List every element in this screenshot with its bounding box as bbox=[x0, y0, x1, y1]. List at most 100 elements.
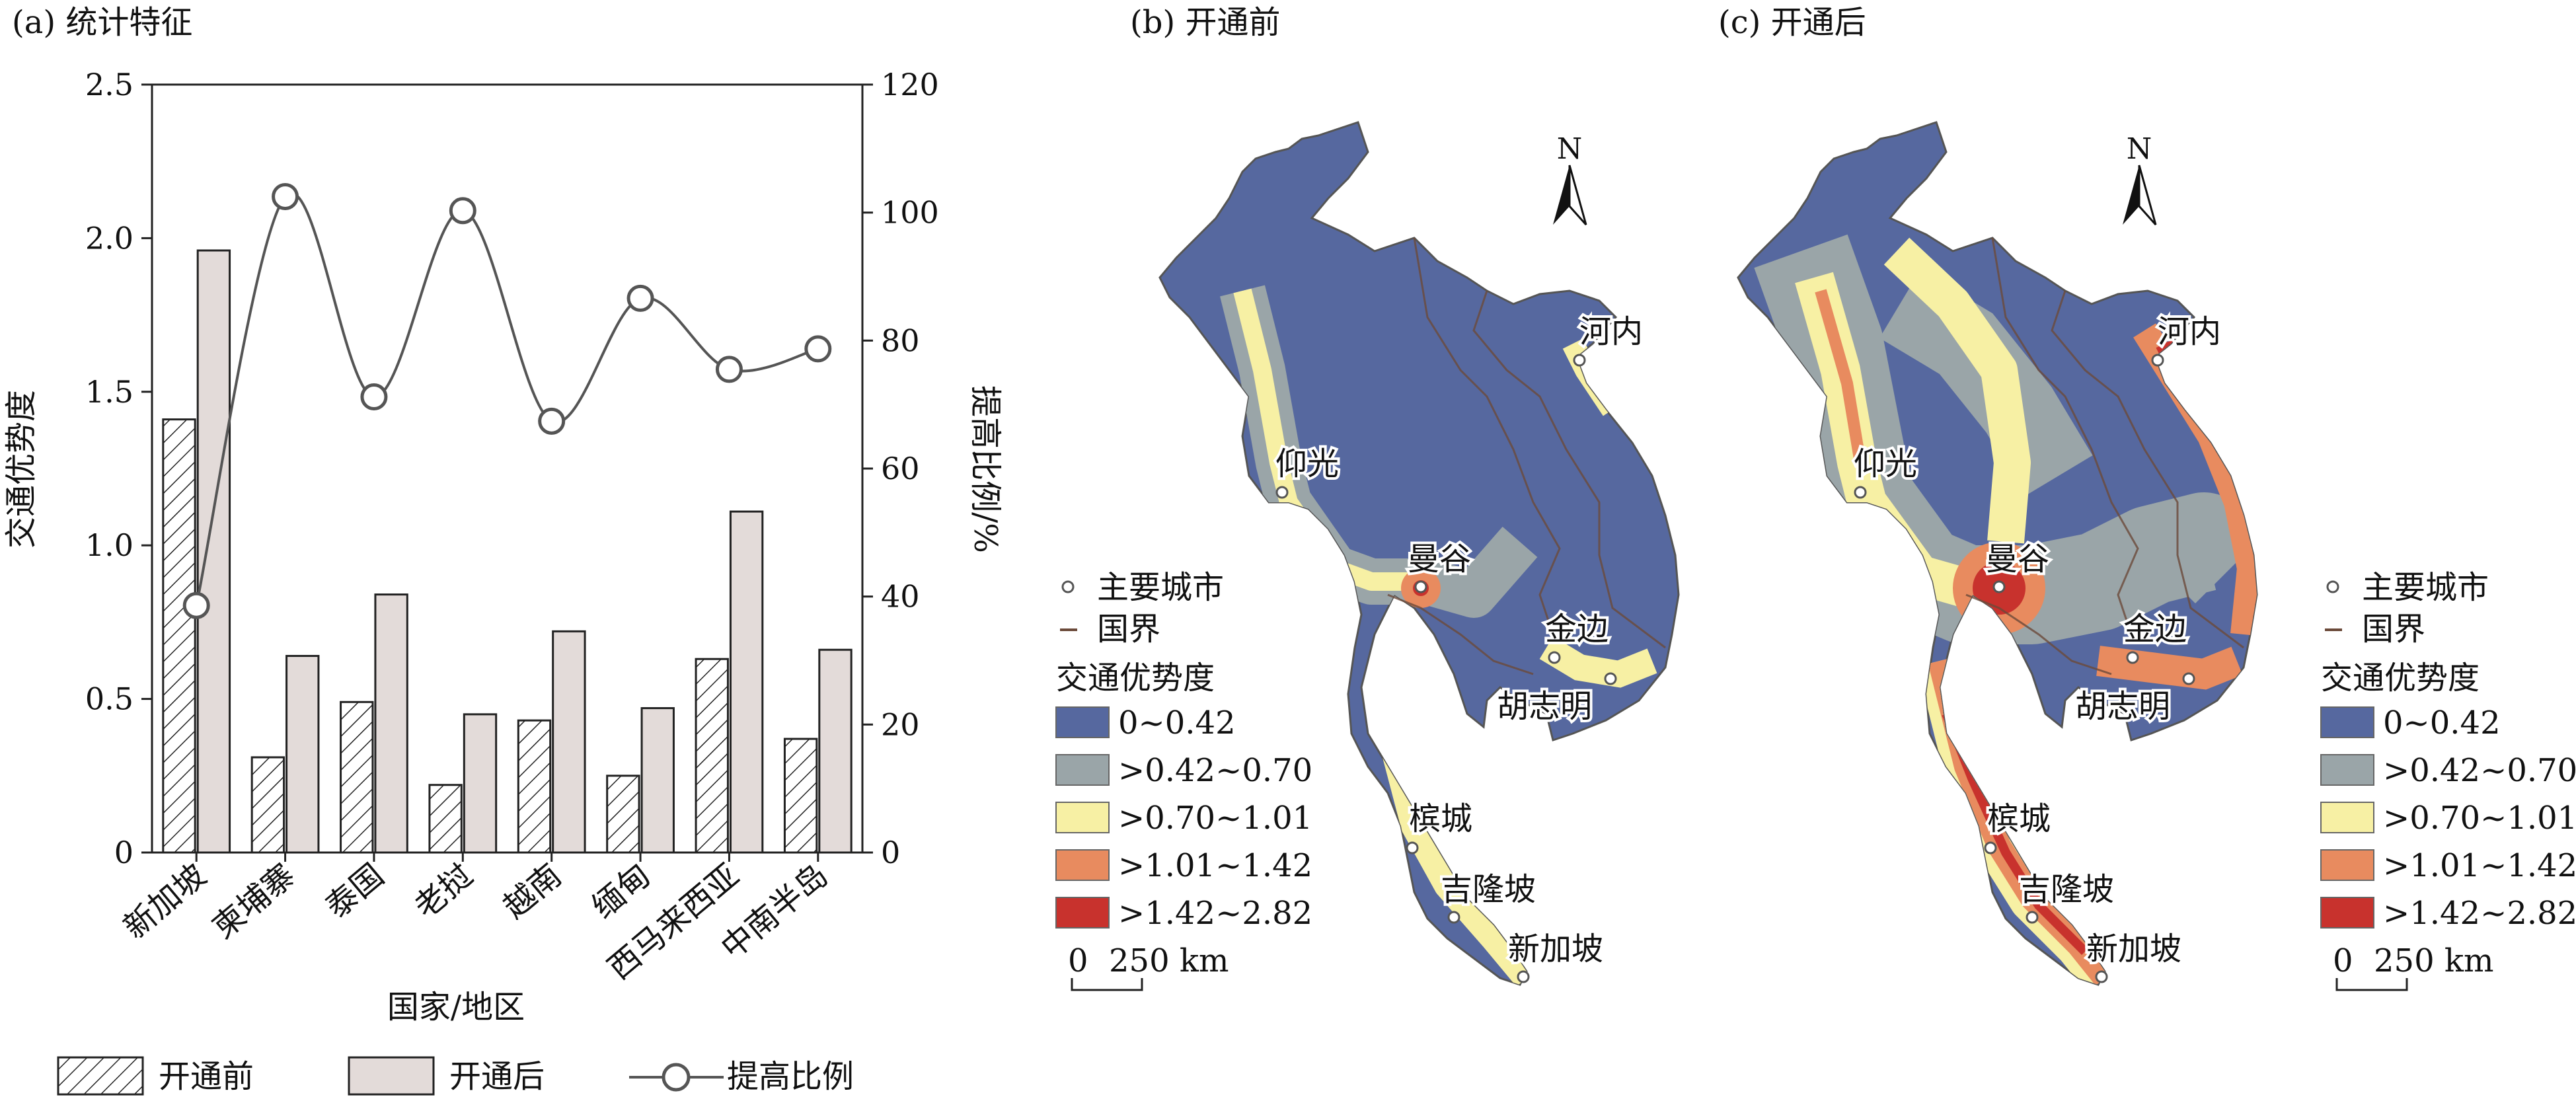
city-marker bbox=[2182, 672, 2195, 685]
legend-class-label: 0~0.42 bbox=[2383, 704, 2501, 741]
ratio-point bbox=[272, 182, 299, 210]
scale-label: 250 km bbox=[2374, 942, 2493, 979]
zone-orange-mekong bbox=[2096, 646, 2243, 690]
legend-heading: 交通优势度 bbox=[1056, 660, 1215, 697]
city-label: 河内 bbox=[2158, 313, 2221, 350]
bar-after bbox=[374, 593, 408, 854]
right-tick-label: 40 bbox=[881, 579, 920, 615]
city-marker bbox=[1447, 911, 1460, 924]
city-marker bbox=[2026, 911, 2039, 924]
zone-yellow-north bbox=[1883, 237, 2031, 544]
city-marker bbox=[1548, 651, 1561, 664]
x-tick-label: 泰国 bbox=[319, 856, 391, 926]
legend-class-label: >1.42~2.82 bbox=[2383, 895, 2576, 932]
legend-heading: 交通优势度 bbox=[2321, 660, 2480, 697]
city-marker bbox=[2095, 970, 2108, 983]
bar-after bbox=[196, 249, 231, 854]
legend-class-swatch bbox=[1055, 849, 1110, 881]
ratio-point bbox=[449, 197, 476, 225]
bar-after bbox=[552, 630, 586, 854]
legend-border-label: 国界 bbox=[1097, 611, 1160, 648]
legend-marker-ratio bbox=[662, 1063, 691, 1092]
city-label: 曼谷 bbox=[1986, 541, 2049, 578]
x-axis-label: 国家/地区 bbox=[387, 989, 525, 1026]
legend-class-label: >0.42~0.70 bbox=[1118, 752, 1312, 789]
city-label: 仰光 bbox=[1275, 445, 1339, 482]
north-arrow-right-icon bbox=[1568, 165, 1587, 225]
legend-class-label: >1.01~1.42 bbox=[2383, 847, 2576, 884]
bar-after bbox=[640, 707, 675, 854]
bar-after bbox=[285, 655, 320, 854]
legend-class-label: >0.70~1.01 bbox=[2383, 800, 2576, 837]
y-axis-label-right: 提高比例/% bbox=[967, 385, 1004, 553]
bar-before bbox=[517, 719, 552, 854]
legend-class-swatch bbox=[2320, 802, 2374, 833]
city-label: 吉隆坡 bbox=[2019, 871, 2114, 908]
right-tick-label: 80 bbox=[881, 323, 920, 358]
legend-class-swatch bbox=[1055, 802, 1110, 833]
map-c-title: (c) 开通后 bbox=[1718, 4, 1866, 41]
zone-orange-rail bbox=[1815, 289, 1866, 464]
legend-label-before: 开通前 bbox=[159, 1058, 254, 1095]
map-c-north-arrow: N bbox=[2123, 132, 2157, 225]
ratio-point bbox=[715, 356, 743, 383]
map-b-borders bbox=[1387, 237, 1666, 675]
bar-before bbox=[695, 658, 729, 854]
legend-city-marker bbox=[2326, 580, 2339, 593]
city-marker bbox=[1517, 970, 1530, 983]
left-tick-label: 2.0 bbox=[85, 220, 133, 256]
city-label: 胡志明 bbox=[1497, 688, 1592, 725]
right-tick-label: 60 bbox=[881, 451, 920, 486]
scale-bar bbox=[2335, 978, 2408, 991]
city-label: 槟城 bbox=[1409, 800, 1472, 837]
right-axis-ticks: 0 20 40 60 80 100 120 bbox=[862, 67, 939, 870]
city-marker bbox=[1984, 841, 1997, 854]
chart-legend: 开通前 开通后 提高比例 bbox=[57, 1056, 854, 1096]
north-arrow-right-icon bbox=[2138, 165, 2157, 225]
panel-a-title: (a) 统计特征 bbox=[12, 4, 192, 41]
ratio-line bbox=[195, 192, 819, 606]
city-label: 新加坡 bbox=[2086, 930, 2181, 968]
legend-swatch-after bbox=[348, 1056, 435, 1096]
x-tick-label: 越南 bbox=[496, 856, 569, 926]
bar-after bbox=[463, 713, 498, 854]
ratio-point bbox=[538, 407, 566, 435]
city-marker bbox=[1275, 486, 1289, 499]
city-marker bbox=[1406, 841, 1419, 854]
x-tick-label: 柬埔寨 bbox=[206, 856, 302, 946]
right-tick-label: 120 bbox=[881, 67, 939, 102]
city-label: 槟城 bbox=[1987, 800, 2051, 837]
bar-before bbox=[428, 784, 463, 854]
legend-class-swatch bbox=[2320, 849, 2374, 881]
city-label: 河内 bbox=[1579, 313, 1643, 350]
city-label: 金边 bbox=[2123, 611, 2187, 648]
legend-class-swatch bbox=[1055, 754, 1110, 786]
legend-class-label: >0.42~0.70 bbox=[2383, 752, 2576, 789]
legend-city-marker bbox=[1061, 580, 1075, 593]
scale-label: 250 km bbox=[1109, 942, 1229, 979]
city-marker bbox=[1573, 354, 1586, 367]
left-tick-label: 2.5 bbox=[85, 67, 133, 102]
city-marker bbox=[1854, 486, 1867, 499]
bars bbox=[162, 249, 852, 854]
city-marker bbox=[2126, 651, 2139, 664]
city-label: 新加坡 bbox=[1508, 930, 1603, 968]
legend-swatch-before bbox=[57, 1056, 144, 1096]
bar-before bbox=[783, 738, 818, 854]
ratio-point bbox=[182, 591, 210, 619]
city-marker bbox=[1414, 580, 1427, 593]
city-marker bbox=[2151, 354, 2164, 367]
ratio-point bbox=[626, 284, 654, 312]
bar-after bbox=[729, 510, 764, 854]
legend-border-label: 国界 bbox=[2362, 611, 2425, 648]
x-tick-label: 缅甸 bbox=[585, 856, 658, 926]
legend-city-label: 主要城市 bbox=[2362, 569, 2489, 606]
city-label: 仰光 bbox=[1854, 445, 1917, 482]
right-tick-label: 20 bbox=[881, 706, 920, 742]
north-arrow-left-icon bbox=[1553, 165, 1570, 225]
